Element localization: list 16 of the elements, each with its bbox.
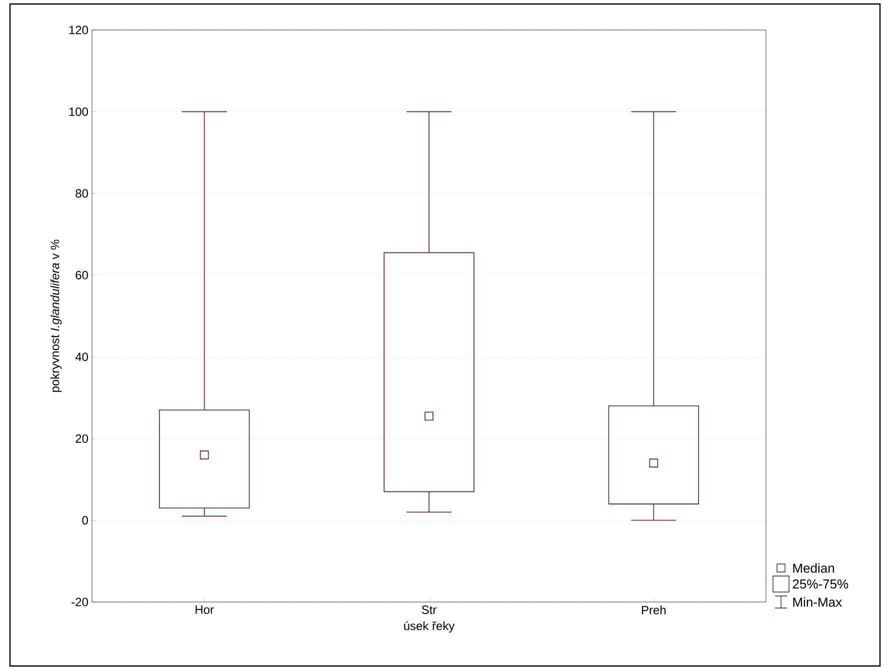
y-tick-label: 40 <box>75 352 88 362</box>
x-tick-label: Str <box>422 606 436 614</box>
y-tick-label: 60 <box>76 270 88 280</box>
y-tick-label: -20 <box>72 598 88 606</box>
text: 25%-75% <box>792 579 848 589</box>
y-tick-label: 100 <box>69 107 88 116</box>
text: Min-Max <box>793 597 842 607</box>
y-axis-title: pokryvnost I.glandulifera v % <box>50 240 62 392</box>
text: Median <box>793 563 834 573</box>
x-axis-title: úsek řeky <box>404 621 455 633</box>
y-tick-label: 120 <box>69 26 88 34</box>
y-tick-label: 0 <box>82 516 88 525</box>
y-tick-label: 20 <box>76 434 88 443</box>
y-tick-label: 80 <box>76 189 88 198</box>
x-tick-label: Hor <box>196 606 214 614</box>
x-tick-label: Preh <box>642 606 666 614</box>
